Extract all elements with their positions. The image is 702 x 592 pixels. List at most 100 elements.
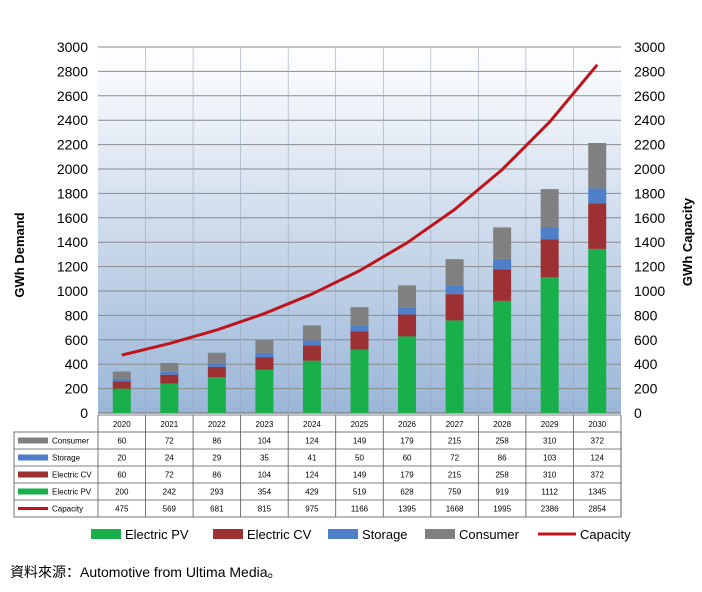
table-cell: 104: [258, 437, 272, 446]
x-tick-label: 2021: [160, 420, 178, 429]
bar-electric-cv: [588, 203, 607, 249]
x-tick-label: 2026: [398, 420, 416, 429]
table-cell: 1668: [446, 505, 464, 514]
table-cell: 72: [450, 454, 459, 463]
table-cell: 310: [543, 471, 557, 480]
bar-electric-cv: [540, 239, 559, 278]
y-tick-right: 0: [634, 405, 642, 421]
legend-label: Storage: [362, 527, 408, 542]
table-cell: 919: [495, 488, 509, 497]
bars: [112, 143, 607, 413]
source-note: 資料來源：Automotive from Ultima Media。: [10, 564, 282, 580]
table-cell: 519: [353, 488, 367, 497]
legend: Electric PV Electric CV Storage Consumer Cap…: [91, 527, 631, 542]
y-tick-right: 600: [634, 332, 658, 348]
table-cell: 215: [448, 471, 462, 480]
table-cell: 149: [353, 471, 367, 480]
y-tick-left: 3000: [57, 39, 88, 55]
bar-electric-pv: [160, 383, 179, 413]
gridlines: [98, 46, 621, 414]
y-tick-right: 1200: [634, 259, 665, 275]
legend-label: Consumer: [459, 527, 520, 542]
table-cell: 258: [495, 471, 509, 480]
y-tick-right: 2000: [634, 161, 665, 177]
table-cell: 681: [210, 505, 224, 514]
y-tick-left: 1000: [57, 283, 88, 299]
y-tick-left: 800: [65, 307, 89, 323]
table-row-label: Storage: [52, 454, 81, 463]
x-tick-label: 2020: [113, 420, 131, 429]
bar-electric-cv: [207, 366, 226, 378]
bar-electric-pv: [207, 377, 226, 413]
x-tick-label: 2030: [588, 420, 606, 429]
bar-storage: [493, 258, 512, 270]
bar-storage: [160, 371, 179, 375]
y-tick-left: 1800: [57, 185, 88, 201]
y-tick-left: 2400: [57, 112, 88, 128]
table-cell: 72: [165, 471, 174, 480]
y-tick-right: 400: [634, 356, 658, 372]
legend-swatch: [425, 529, 455, 539]
y-tick-left: 2800: [57, 63, 88, 79]
bar-electric-cv: [445, 294, 464, 321]
y-axis-right: 0 200 400 600 800 1000 1200 1400 1600 1800 2000 220…: [634, 39, 665, 421]
table-cell: 242: [163, 488, 177, 497]
y-tick-left: 1600: [57, 210, 88, 226]
table-cell: 1166: [351, 505, 369, 514]
y-tick-left: 200: [65, 381, 89, 397]
table-cell: 569: [163, 505, 177, 514]
bar-electric-cv: [112, 381, 131, 389]
y-axis-right-label: GWh Capacity: [680, 197, 695, 286]
chart: 0200400600800100012001400160018002000220…: [12, 39, 695, 542]
table-cell: 1345: [588, 488, 606, 497]
table-cell: 41: [308, 454, 317, 463]
table-cell: 20: [117, 454, 126, 463]
table-cell: 815: [258, 505, 272, 514]
bar-electric-pv: [255, 369, 274, 413]
table-cell: 124: [305, 471, 319, 480]
legend-swatch: [91, 529, 121, 539]
bar-storage: [302, 340, 321, 346]
legend-label: Electric CV: [247, 527, 312, 542]
table-cell: 179: [400, 437, 414, 446]
bar-electric-pv: [112, 388, 131, 413]
y-tick-right: 1800: [634, 185, 665, 201]
table-cell: 2386: [541, 505, 559, 514]
y-tick-right: 800: [634, 307, 658, 323]
table-cell: 258: [495, 437, 509, 446]
bar-storage: [398, 307, 417, 315]
y-tick-left: 600: [65, 332, 89, 348]
table-cell: 372: [591, 437, 605, 446]
bar-electric-pv: [445, 320, 464, 413]
table-cell: 1995: [493, 505, 511, 514]
table-key-swatch: [18, 454, 48, 461]
bar-consumer: [588, 143, 607, 189]
x-tick-label: 2024: [303, 420, 321, 429]
table-cell: 2854: [588, 505, 606, 514]
table-cell: 429: [305, 488, 319, 497]
table-cell: 124: [305, 437, 319, 446]
y-tick-left: 2600: [57, 88, 88, 104]
table-cell: 29: [212, 454, 221, 463]
x-tick-label: 2029: [541, 420, 559, 429]
bar-consumer: [255, 340, 274, 353]
bar-consumer: [160, 362, 179, 372]
bar-consumer: [112, 371, 131, 379]
table-cell: 759: [448, 488, 462, 497]
table-cell: 1112: [541, 488, 558, 497]
bar-storage: [207, 363, 226, 367]
table-row-label: Consumer: [52, 437, 89, 446]
bar-electric-pv: [540, 277, 559, 413]
table-cell: 975: [305, 505, 319, 514]
y-tick-right: 200: [634, 381, 658, 397]
y-tick-right: 1600: [634, 210, 665, 226]
table-row-label: Electric PV: [52, 488, 92, 497]
bar-consumer: [540, 189, 559, 227]
legend-label: Electric PV: [125, 527, 189, 542]
table-cell: 149: [353, 437, 367, 446]
table-cell: 72: [165, 437, 174, 446]
y-tick-left: 1400: [57, 234, 88, 250]
table-cell: 60: [403, 454, 412, 463]
bar-electric-cv: [160, 374, 179, 384]
capacity-line: [121, 63, 599, 357]
